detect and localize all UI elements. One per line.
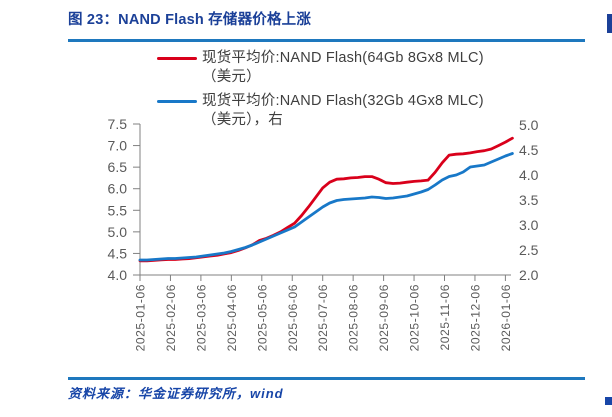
x-axis-label: 2025-08-06: [347, 284, 361, 351]
x-axis-label: 2026-01-06: [499, 284, 513, 351]
title-rule: [68, 39, 585, 42]
legend-item-nand-32gb: 现货平均价:NAND Flash(32Gb 4Gx8 MLC) （美元），右: [157, 92, 484, 130]
x-axis-label: 2025-12-06: [468, 284, 482, 351]
legend-label-line2: （美元），右: [202, 111, 283, 128]
y-axis-label-right: 4.0: [519, 167, 539, 183]
series-line-nand-64gb: [138, 136, 514, 263]
legend-label-line1: 现货平均价:NAND Flash(32Gb 4Gx8 MLC): [202, 92, 484, 109]
x-axis-label: 2025-01-06: [134, 284, 148, 351]
y-axis-label-right: 3.0: [519, 217, 539, 233]
y-axis-label-left: 4.0: [108, 267, 128, 283]
x-axis-label: 2025-05-06: [255, 284, 269, 351]
footer-rule: [68, 377, 585, 380]
x-axis-label: 2025-02-06: [164, 284, 178, 351]
figure-title: 图 23：NAND Flash 存储器价格上涨: [68, 12, 312, 28]
y-axis-label-right: 4.5: [519, 142, 539, 158]
y-axis-label-left: 5.0: [108, 224, 128, 240]
legend-swatch-red-line: [157, 57, 197, 61]
legend-label-line2: （美元）: [202, 68, 261, 85]
y-axis-label-right: 2.5: [519, 242, 539, 258]
y-axis-label-left: 4.5: [108, 245, 128, 261]
y-axis-label-left: 6.0: [108, 181, 128, 197]
y-axis-label-left: 7.5: [108, 116, 128, 132]
adjacent-figure-fragment: [607, 14, 612, 33]
x-axis-label: 2025-11-06: [438, 284, 452, 351]
y-axis-label-right: 3.5: [519, 192, 539, 208]
chart-legend: 现货平均价:NAND Flash(64Gb 8Gx8 MLC) （美元） 现货平均…: [157, 49, 484, 134]
legend-swatch-blue-line: [157, 99, 197, 103]
legend-item-nand-64gb: 现货平均价:NAND Flash(64Gb 8Gx8 MLC) （美元）: [157, 49, 484, 87]
x-axis-label: 2025-09-06: [377, 284, 391, 351]
x-axis-label: 2025-07-06: [316, 284, 330, 351]
x-axis-label: 2025-10-06: [408, 284, 422, 351]
data-source-note: 资料来源：华金证券研究所，wind: [68, 386, 284, 401]
y-axis-label-right: 5.0: [519, 117, 539, 133]
legend-label-nand-64gb: 现货平均价:NAND Flash(64Gb 8Gx8 MLC) （美元）: [202, 49, 484, 87]
x-axis-label: 2025-06-06: [286, 284, 300, 351]
y-axis-label-right: 2.0: [519, 267, 539, 283]
y-axis-label-left: 5.5: [108, 202, 128, 218]
y-axis-label-left: 6.5: [108, 159, 128, 175]
adjacent-figure-fragment: [605, 397, 612, 405]
y-axis-label-left: 7.0: [108, 138, 128, 154]
legend-label-nand-32gb: 现货平均价:NAND Flash(32Gb 4Gx8 MLC) （美元），右: [202, 92, 484, 130]
x-axis-label: 2025-03-06: [194, 284, 208, 351]
legend-label-line1: 现货平均价:NAND Flash(64Gb 8Gx8 MLC): [202, 50, 484, 66]
series-line-nand-32gb: [138, 152, 514, 262]
x-axis-label: 2025-04-06: [225, 284, 239, 351]
